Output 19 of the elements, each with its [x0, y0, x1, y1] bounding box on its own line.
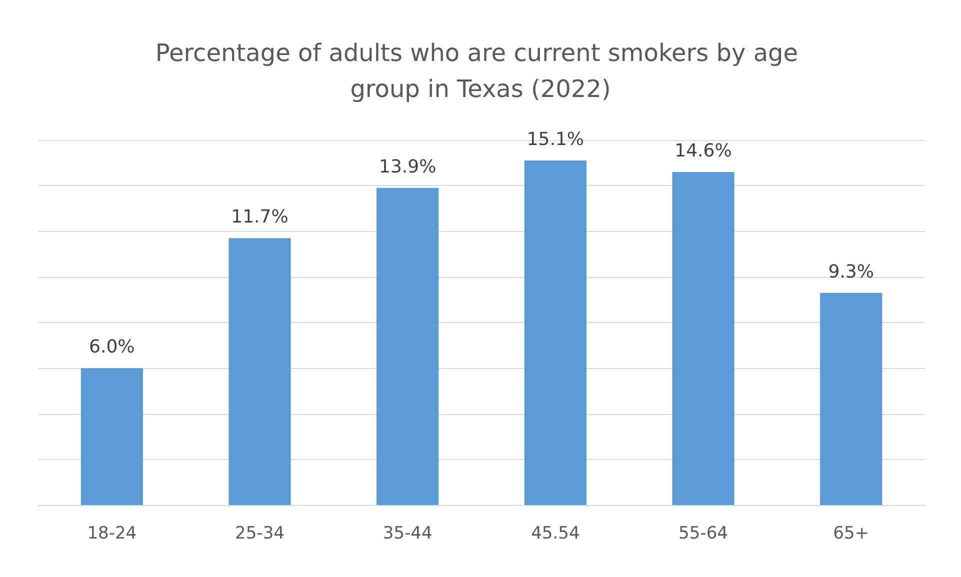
- bar: [524, 160, 586, 505]
- x-tick-label: 65+: [833, 524, 870, 544]
- x-tick-label: 55-64: [678, 524, 728, 544]
- bar: [228, 238, 291, 505]
- x-tick-label: 25-34: [235, 524, 284, 544]
- bar: [376, 188, 439, 505]
- data-label: 13.9%: [378, 156, 436, 178]
- bar: [80, 368, 143, 505]
- data-label: 9.3%: [828, 261, 874, 282]
- data-label: 15.1%: [526, 129, 584, 150]
- data-label: 6.0%: [89, 336, 135, 358]
- data-label: 11.7%: [231, 206, 288, 228]
- x-tick-label: 45.54: [531, 524, 580, 544]
- x-tick-label: 35-44: [382, 524, 432, 544]
- chart-title: Percentage of adults who are current smokers by age group in Texas (2022): [155, 39, 806, 103]
- x-tick-label: 18-24: [87, 524, 137, 544]
- bar: [820, 292, 882, 505]
- data-label: 14.6%: [674, 140, 732, 162]
- bar: [672, 172, 734, 505]
